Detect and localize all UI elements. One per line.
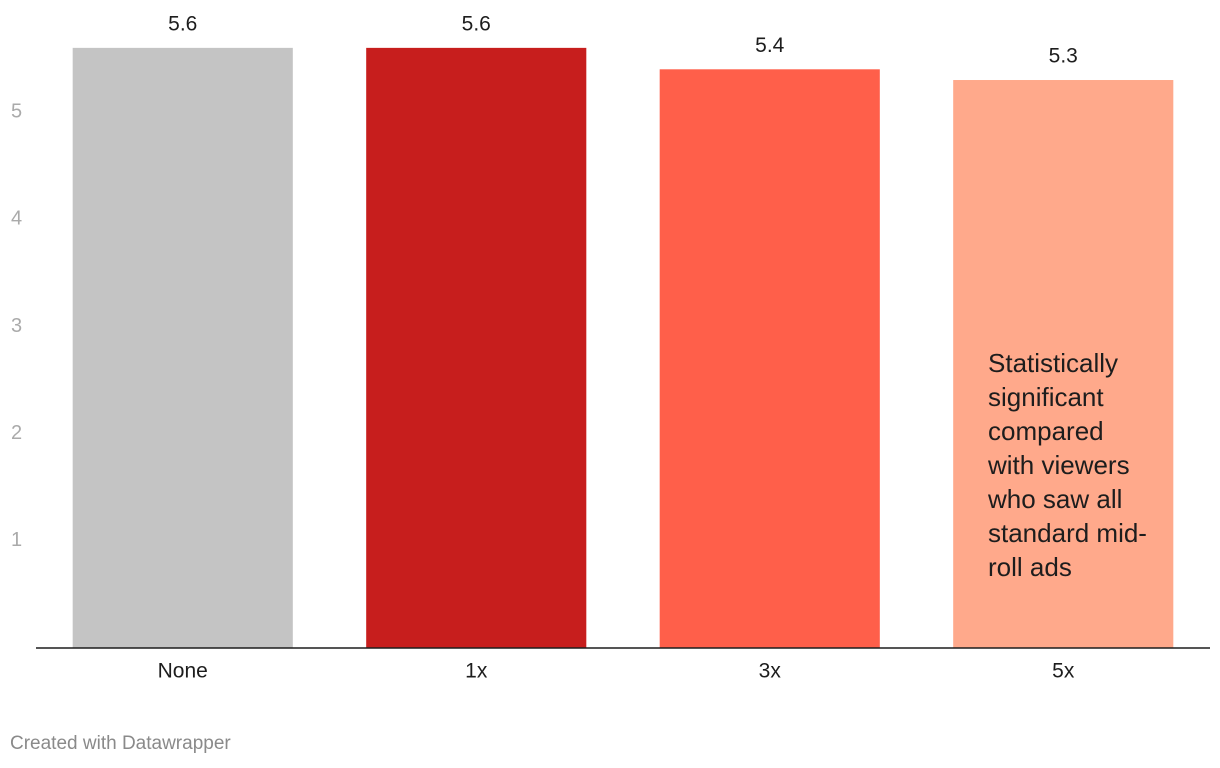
y-tick-label: 1 — [11, 529, 22, 551]
x-tick-label: 5x — [1052, 660, 1075, 683]
x-tick-label: 1x — [465, 660, 488, 683]
value-label: 5.3 — [1049, 45, 1078, 68]
y-tick-label: 4 — [11, 208, 22, 230]
annotation: Statistically significant compared with … — [988, 348, 1147, 582]
credit: Created with Datawrapper — [10, 733, 231, 754]
bar — [953, 80, 1174, 649]
bar — [72, 47, 293, 649]
x-tick-label: 3x — [759, 660, 782, 683]
y-tick-label: 5 — [11, 100, 22, 122]
value-label: 5.6 — [462, 12, 491, 35]
value-label: 5.4 — [755, 34, 785, 57]
x-tick-label: None — [158, 660, 208, 683]
y-tick-label: 3 — [11, 315, 22, 337]
y-tick-label: 2 — [11, 422, 22, 444]
value-label: 5.6 — [168, 12, 197, 35]
bar — [659, 69, 880, 649]
bar — [366, 47, 587, 649]
